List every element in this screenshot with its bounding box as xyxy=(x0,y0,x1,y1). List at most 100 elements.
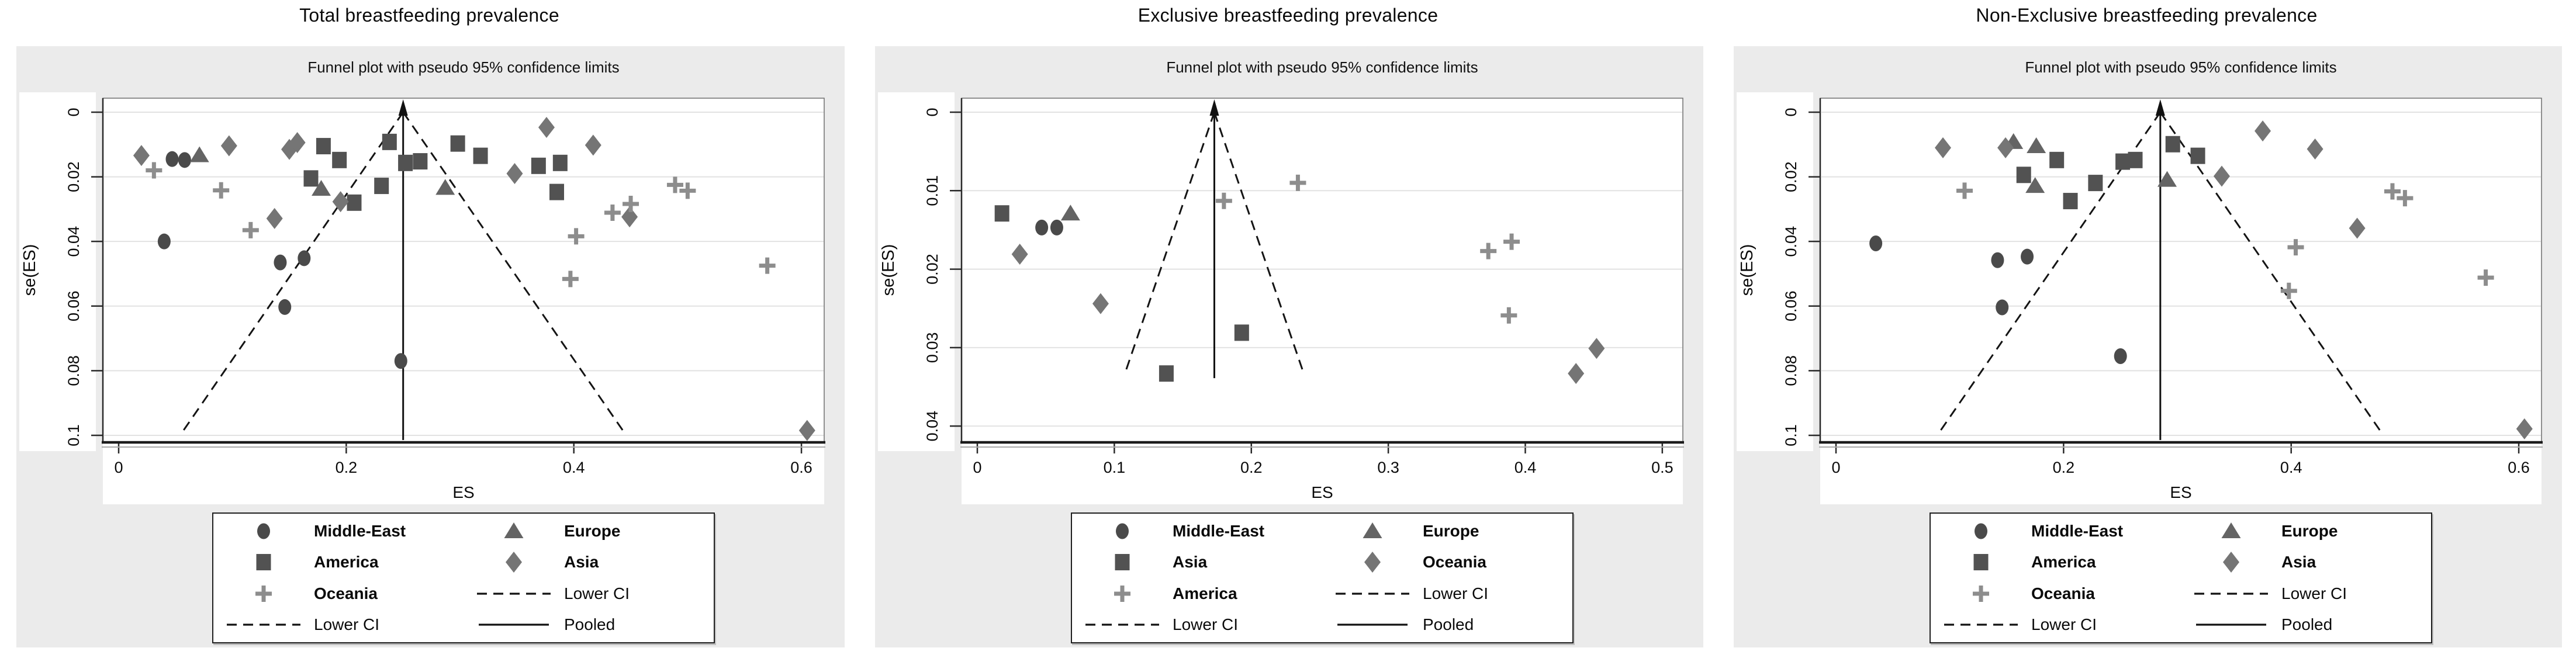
legend-item-pooled: Pooled xyxy=(464,611,714,639)
data-point-plus xyxy=(568,228,585,245)
data-point-diamond xyxy=(1092,293,1109,314)
series-middle-east xyxy=(157,151,407,369)
square-marker-icon xyxy=(1931,549,2031,575)
diamond-marker-icon xyxy=(1322,549,1423,575)
data-point-square xyxy=(2016,167,2031,183)
legend-item-america: America xyxy=(1072,580,1322,608)
funnel-ci-lines xyxy=(1124,112,1305,374)
plot-area xyxy=(1820,98,2542,443)
data-point-circle xyxy=(178,152,191,168)
data-point-plus xyxy=(1503,233,1520,250)
legend-item-lower-ci: Lower CI xyxy=(1072,611,1322,639)
x-label-box xyxy=(103,444,824,504)
x-tick-label: 0.6 xyxy=(2508,459,2530,476)
y-axis-ticks: 0 0.02 0.04 0.06 0.08 0.1 xyxy=(1782,108,1820,446)
data-point-plus xyxy=(213,182,230,199)
data-point-triangle xyxy=(312,180,331,196)
x-axis-ticks: 0 0.2 0.4 0.6 xyxy=(114,442,812,476)
plus-marker-icon xyxy=(213,581,314,607)
series-asia xyxy=(994,205,1249,382)
y-tick-label: 0.02 xyxy=(1782,161,1800,192)
y-axis-title: se(ES) xyxy=(879,244,898,296)
data-point-square xyxy=(552,154,568,171)
plus-marker-icon xyxy=(1072,581,1173,607)
data-point-plus xyxy=(562,271,579,288)
diamond-marker-icon xyxy=(2181,549,2281,575)
legend-item-america: America xyxy=(213,548,464,576)
plot-area xyxy=(961,98,1683,443)
y-tick-label: 0.08 xyxy=(65,355,82,386)
y-tick-label: 0.08 xyxy=(1782,355,1800,386)
plot-area xyxy=(102,98,825,443)
data-point-plus xyxy=(2477,269,2494,286)
funnel-plot-non-exclusive: 0 0.02 0.04 0.06 0.08 0.1 0 0.2 0.4 0.6 se(ES) ES xyxy=(1737,92,2543,504)
y-tick-label: 0.04 xyxy=(1782,226,1800,257)
y-tick-label: 0.02 xyxy=(65,161,82,192)
data-point-plus xyxy=(146,162,162,179)
legend-box: Middle-East Europe America Asia Oceania Lower… xyxy=(212,512,715,643)
data-point-square xyxy=(413,153,428,170)
plot-subtitle: Funnel plot with pseudo 95% confidence l… xyxy=(307,58,620,76)
series-oceania xyxy=(1956,182,2494,299)
dash-marker-icon xyxy=(213,612,314,638)
legend-item-europe: Europe xyxy=(464,517,714,545)
legend-label: Lower CI xyxy=(2281,584,2347,602)
series-america xyxy=(1215,174,1520,324)
data-point-square xyxy=(303,170,319,187)
legend-item-oceania: Oceania xyxy=(213,580,464,608)
x-axis-ticks: 0 0.2 0.4 0.6 xyxy=(1831,442,2530,476)
legend-label: America xyxy=(2031,553,2096,572)
x-tick-label: 0 xyxy=(973,459,981,476)
square-marker-icon xyxy=(1072,549,1173,575)
dash-marker-icon xyxy=(464,581,564,607)
x-tick-label: 0.5 xyxy=(1651,459,1673,476)
data-point-square xyxy=(531,157,546,174)
plot-subtitle: Funnel plot with pseudo 95% confidence l… xyxy=(1166,58,1478,76)
data-point-square xyxy=(316,138,331,155)
data-point-circle xyxy=(298,250,311,266)
x-tick-label: 0.6 xyxy=(790,459,812,476)
data-point-plus xyxy=(666,176,683,193)
legend-label: Asia xyxy=(2281,553,2316,572)
y-tick-label: 0.01 xyxy=(924,175,941,206)
legend-label: Middle-East xyxy=(1173,521,1265,540)
legend-item-lower-ci: Lower CI xyxy=(1322,580,1572,608)
x-tick-label: 0.2 xyxy=(2053,459,2075,476)
panel-non-exclusive-breastfeeding: Non-Exclusive breastfeeding prevalence F… xyxy=(1717,0,2576,665)
dash-marker-icon xyxy=(1322,581,1423,607)
legend-label: Lower CI xyxy=(314,615,380,634)
legend-label: Europe xyxy=(1423,521,1479,540)
data-point-square xyxy=(374,178,389,195)
y-tick-label: 0.04 xyxy=(924,411,941,442)
data-point-triangle xyxy=(2157,171,2177,187)
data-point-plus xyxy=(2287,239,2304,256)
data-point-plus xyxy=(679,182,696,199)
legend-box: Middle-East Europe America Asia Oceania Lower… xyxy=(1930,512,2432,643)
data-point-triangle xyxy=(189,146,209,162)
legend-item-lower-ci: Lower CI xyxy=(464,580,714,608)
y-tick-label: 0.02 xyxy=(924,254,941,285)
y-tick-label: 0 xyxy=(65,108,82,116)
line-marker-icon xyxy=(464,612,564,638)
gridlines xyxy=(963,112,1682,427)
dash-marker-icon xyxy=(1931,612,2031,638)
legend-item-europe: Europe xyxy=(2181,517,2431,545)
data-point-diamond xyxy=(332,191,349,213)
x-tick-label: 0 xyxy=(1831,459,1840,476)
legend-label: America xyxy=(314,553,379,572)
x-tick-label: 0.2 xyxy=(336,459,358,476)
data-point-square xyxy=(332,151,347,168)
legend-item-middle-east: Middle-East xyxy=(213,517,464,545)
series-asia xyxy=(133,116,815,441)
data-point-square xyxy=(994,205,1009,222)
series-europe xyxy=(189,146,455,196)
line-marker-icon xyxy=(2181,612,2281,638)
x-label-box xyxy=(962,444,1683,504)
data-point-diamond xyxy=(585,134,601,156)
legend-item-pooled: Pooled xyxy=(2181,611,2431,639)
y-tick-label: 0.03 xyxy=(924,332,941,363)
panel-total-breastfeeding: Total breastfeeding prevalence Funnel pl… xyxy=(0,0,859,665)
page-title: Non-Exclusive breastfeeding prevalence xyxy=(1976,5,2318,26)
pooled-line-arrowhead xyxy=(1209,99,1219,116)
